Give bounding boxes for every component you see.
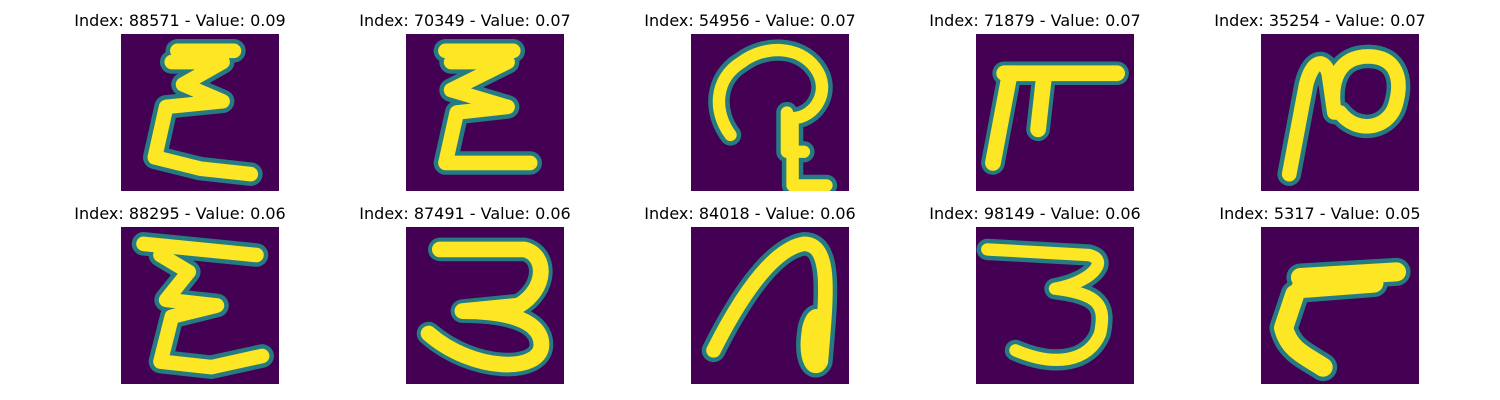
panel-4: Index: 71879 - Value: 0.07 bbox=[885, 0, 1185, 191]
panel-title: Index: 87491 - Value: 0.06 bbox=[359, 204, 571, 223]
digit-thumbnail bbox=[121, 227, 279, 384]
digit-thumbnail bbox=[976, 227, 1134, 384]
panel-title: Index: 54956 - Value: 0.07 bbox=[644, 11, 856, 30]
panel-3: Index: 54956 - Value: 0.07 bbox=[600, 0, 900, 191]
panel-5: Index: 35254 - Value: 0.07 bbox=[1170, 0, 1470, 191]
panel-title: Index: 35254 - Value: 0.07 bbox=[1214, 11, 1426, 30]
panel-title: Index: 88571 - Value: 0.09 bbox=[74, 11, 286, 30]
digit-thumbnail bbox=[1261, 34, 1419, 191]
panel-title: Index: 88295 - Value: 0.06 bbox=[74, 204, 286, 223]
panel-7: Index: 87491 - Value: 0.06 bbox=[315, 193, 615, 384]
panel-8: Index: 84018 - Value: 0.06 bbox=[600, 193, 900, 384]
digit-thumbnail bbox=[406, 34, 564, 191]
panel-9: Index: 98149 - Value: 0.06 bbox=[885, 193, 1185, 384]
digit-thumbnail bbox=[406, 227, 564, 384]
panel-6: Index: 88295 - Value: 0.06 bbox=[30, 193, 330, 384]
digit-thumbnail bbox=[691, 227, 849, 384]
panel-title: Index: 71879 - Value: 0.07 bbox=[929, 11, 1141, 30]
digit-thumbnail bbox=[1261, 227, 1419, 384]
digit-thumbnail bbox=[121, 34, 279, 191]
panel-title: Index: 70349 - Value: 0.07 bbox=[359, 11, 571, 30]
panel-title: Index: 98149 - Value: 0.06 bbox=[929, 204, 1141, 223]
panel-10: Index: 5317 - Value: 0.05 bbox=[1170, 193, 1470, 384]
panel-title: Index: 5317 - Value: 0.05 bbox=[1219, 204, 1421, 223]
panel-1: Index: 88571 - Value: 0.09 bbox=[30, 0, 330, 191]
panel-title: Index: 84018 - Value: 0.06 bbox=[644, 204, 856, 223]
digit-thumbnail bbox=[976, 34, 1134, 191]
panel-2: Index: 70349 - Value: 0.07 bbox=[315, 0, 615, 191]
digit-thumbnail bbox=[691, 34, 849, 191]
